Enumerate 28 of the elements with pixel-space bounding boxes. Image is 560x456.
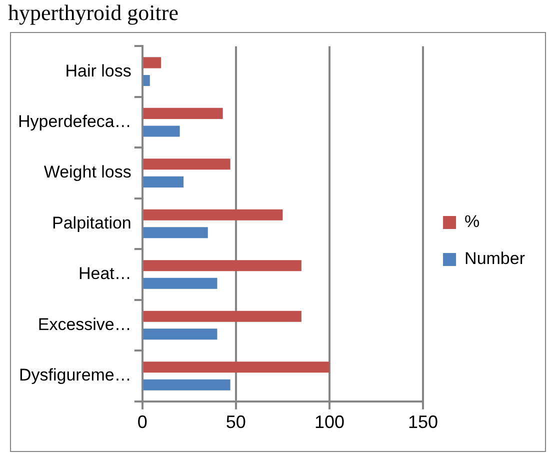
- x-tick-label: 50: [226, 412, 246, 432]
- legend-label: %: [464, 212, 480, 232]
- bar: [143, 108, 223, 119]
- bar: [143, 158, 230, 170]
- bar: [143, 227, 208, 238]
- x-tick-label: 150: [408, 412, 438, 432]
- y-tick-label: Weight loss: [44, 162, 132, 182]
- bar: [143, 328, 218, 340]
- y-tick-label: Hair loss: [65, 61, 132, 80]
- y-tick-label: Heat…: [78, 264, 132, 284]
- bar: [143, 362, 330, 373]
- x-tick-label: 100: [314, 412, 345, 432]
- y-tick-label: Dysfigureme…: [18, 366, 132, 385]
- bar: [143, 176, 184, 188]
- bar: [143, 379, 230, 390]
- x-tick-label: 0: [137, 412, 148, 432]
- bar: [143, 310, 302, 322]
- chart-title: hyperthyroid goitre: [7, 0, 180, 27]
- legend-label: Number: [464, 249, 526, 268]
- bar: [143, 209, 283, 220]
- bar: [143, 74, 150, 86]
- bar: [143, 57, 162, 68]
- bar: [143, 260, 302, 272]
- y-tick-label: Hyperdefeca…: [18, 112, 132, 131]
- y-tick-label: Palpitation: [52, 213, 132, 232]
- bar: [143, 126, 180, 137]
- y-tick-label: Excessive…: [38, 314, 132, 334]
- bar: [143, 278, 218, 289]
